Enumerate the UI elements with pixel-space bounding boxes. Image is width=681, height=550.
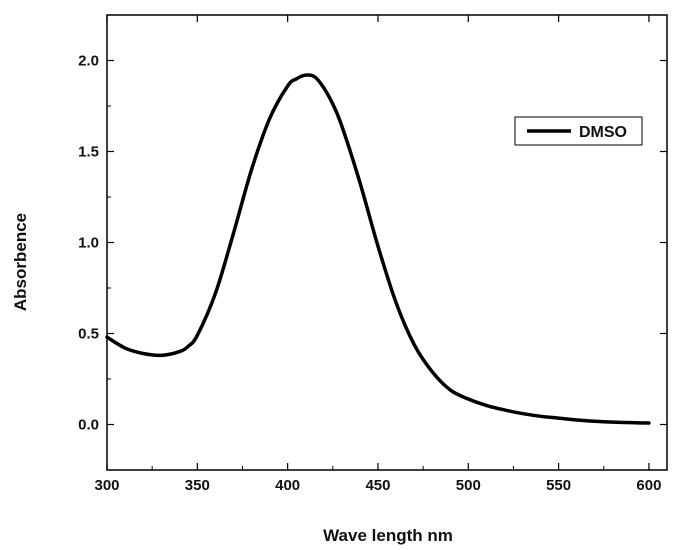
x-axis-title: Wave length nm — [323, 526, 453, 545]
x-tick-label: 550 — [546, 477, 571, 494]
x-tick-label: 450 — [365, 477, 390, 494]
legend-label-dmso: DMSO — [579, 124, 627, 141]
x-tick-label: 300 — [94, 477, 119, 494]
series-line-dmso — [105, 73, 651, 425]
x-tick-label: 500 — [456, 477, 481, 494]
plot-frame — [106, 14, 668, 471]
y-tick-label: 1.0 — [78, 235, 99, 252]
y-axis-ticks: 0.0 0.5 1.0 1.5 2.0 — [78, 53, 667, 434]
y-axis-title: Absorbence — [11, 213, 30, 311]
y-tick-label: 0.0 — [78, 417, 99, 434]
legend: DMSO — [514, 116, 643, 146]
y-tick-label: 1.5 — [78, 144, 99, 161]
x-tick-label: 600 — [636, 477, 661, 494]
x-tick-label: 350 — [185, 477, 210, 494]
x-tick-label: 400 — [275, 477, 300, 494]
y-tick-label: 0.5 — [78, 326, 99, 343]
x-axis-ticks: 300 350 400 450 500 550 600 — [94, 15, 661, 494]
y-tick-label: 2.0 — [78, 53, 99, 70]
